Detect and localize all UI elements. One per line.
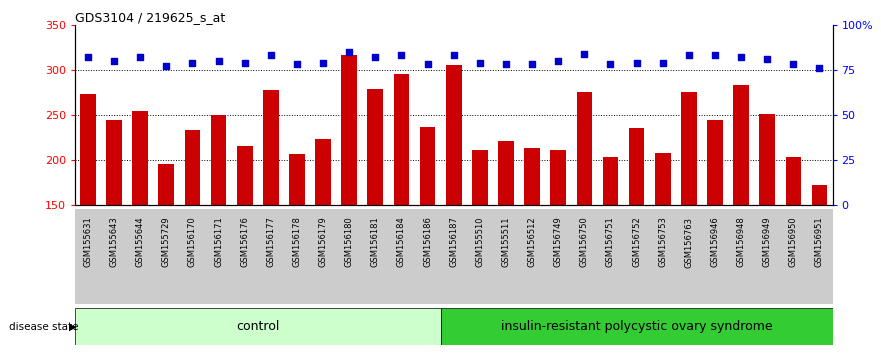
Bar xyxy=(289,154,305,205)
Bar xyxy=(367,89,383,205)
Text: GSM156177: GSM156177 xyxy=(266,217,276,267)
Bar xyxy=(681,92,697,205)
Bar xyxy=(498,141,514,205)
Text: GSM156180: GSM156180 xyxy=(344,217,353,267)
Text: GSM156179: GSM156179 xyxy=(319,217,328,267)
Point xyxy=(185,60,199,65)
Point xyxy=(447,53,461,58)
Point xyxy=(238,60,252,65)
Point xyxy=(708,53,722,58)
Text: GSM156176: GSM156176 xyxy=(241,217,249,267)
Point xyxy=(682,53,696,58)
Point xyxy=(552,58,566,64)
Bar xyxy=(237,146,253,205)
Point xyxy=(760,56,774,62)
Point xyxy=(473,60,487,65)
Point xyxy=(342,49,356,55)
Text: control: control xyxy=(236,320,279,333)
Text: GSM156512: GSM156512 xyxy=(528,217,537,267)
Bar xyxy=(211,115,226,205)
Bar xyxy=(446,65,462,205)
Text: GSM155511: GSM155511 xyxy=(501,217,510,267)
Bar xyxy=(315,139,331,205)
Text: GSM156946: GSM156946 xyxy=(710,217,720,267)
Bar xyxy=(341,55,357,205)
Bar xyxy=(811,184,827,205)
Bar xyxy=(524,148,540,205)
Bar xyxy=(132,112,148,205)
Text: GSM155631: GSM155631 xyxy=(84,217,93,267)
Bar xyxy=(603,158,618,205)
Point xyxy=(734,55,748,60)
Text: ▶: ▶ xyxy=(69,321,77,332)
Text: GSM156949: GSM156949 xyxy=(763,217,772,267)
Text: GSM156184: GSM156184 xyxy=(397,217,406,267)
Bar xyxy=(159,164,174,205)
Point xyxy=(368,55,382,60)
Text: GSM155510: GSM155510 xyxy=(476,217,485,267)
Bar xyxy=(551,150,566,205)
Text: GSM156170: GSM156170 xyxy=(188,217,197,267)
Point xyxy=(630,60,644,65)
Bar xyxy=(759,114,775,205)
Point xyxy=(525,62,539,67)
Text: GSM156186: GSM156186 xyxy=(423,217,432,267)
Bar xyxy=(107,120,122,205)
Point xyxy=(603,62,618,67)
Bar xyxy=(185,130,200,205)
Text: GSM156951: GSM156951 xyxy=(815,217,824,267)
Text: GSM156171: GSM156171 xyxy=(214,217,223,267)
Text: disease state: disease state xyxy=(9,321,78,332)
Text: GDS3104 / 219625_s_at: GDS3104 / 219625_s_at xyxy=(75,11,226,24)
Text: GSM156181: GSM156181 xyxy=(371,217,380,267)
Text: GSM156749: GSM156749 xyxy=(554,217,563,267)
Text: GSM156948: GSM156948 xyxy=(737,217,745,267)
Point xyxy=(211,58,226,64)
Bar xyxy=(394,74,410,205)
Bar xyxy=(419,127,435,205)
Bar xyxy=(786,158,801,205)
Bar xyxy=(629,128,644,205)
Point xyxy=(812,65,826,71)
Point xyxy=(263,53,278,58)
Point xyxy=(655,60,670,65)
Text: GSM156752: GSM156752 xyxy=(632,217,641,267)
Bar xyxy=(263,90,278,205)
Bar xyxy=(707,120,722,205)
Bar xyxy=(440,308,833,345)
Text: insulin-resistant polycystic ovary syndrome: insulin-resistant polycystic ovary syndr… xyxy=(500,320,773,333)
Text: GSM155729: GSM155729 xyxy=(162,217,171,267)
Point xyxy=(420,62,434,67)
Text: GSM156751: GSM156751 xyxy=(606,217,615,267)
Point xyxy=(395,53,409,58)
Point xyxy=(499,62,513,67)
Text: GSM156753: GSM156753 xyxy=(658,217,667,267)
Bar xyxy=(80,94,96,205)
Point xyxy=(133,55,147,60)
Point xyxy=(577,51,591,57)
Text: GSM156750: GSM156750 xyxy=(580,217,589,267)
Point xyxy=(159,63,174,69)
Point xyxy=(787,62,801,67)
Text: GSM156178: GSM156178 xyxy=(292,217,301,267)
Bar xyxy=(472,150,488,205)
Text: GSM156950: GSM156950 xyxy=(788,217,798,267)
Text: GSM155643: GSM155643 xyxy=(109,217,119,267)
Text: GSM156763: GSM156763 xyxy=(685,217,693,268)
Point xyxy=(290,62,304,67)
Point xyxy=(81,55,95,60)
Point xyxy=(107,58,121,64)
Bar xyxy=(655,153,670,205)
Text: GSM155644: GSM155644 xyxy=(136,217,144,267)
Text: GSM156187: GSM156187 xyxy=(449,217,458,267)
Bar xyxy=(733,85,749,205)
Bar xyxy=(576,92,592,205)
Bar xyxy=(75,308,440,345)
Point xyxy=(316,60,330,65)
